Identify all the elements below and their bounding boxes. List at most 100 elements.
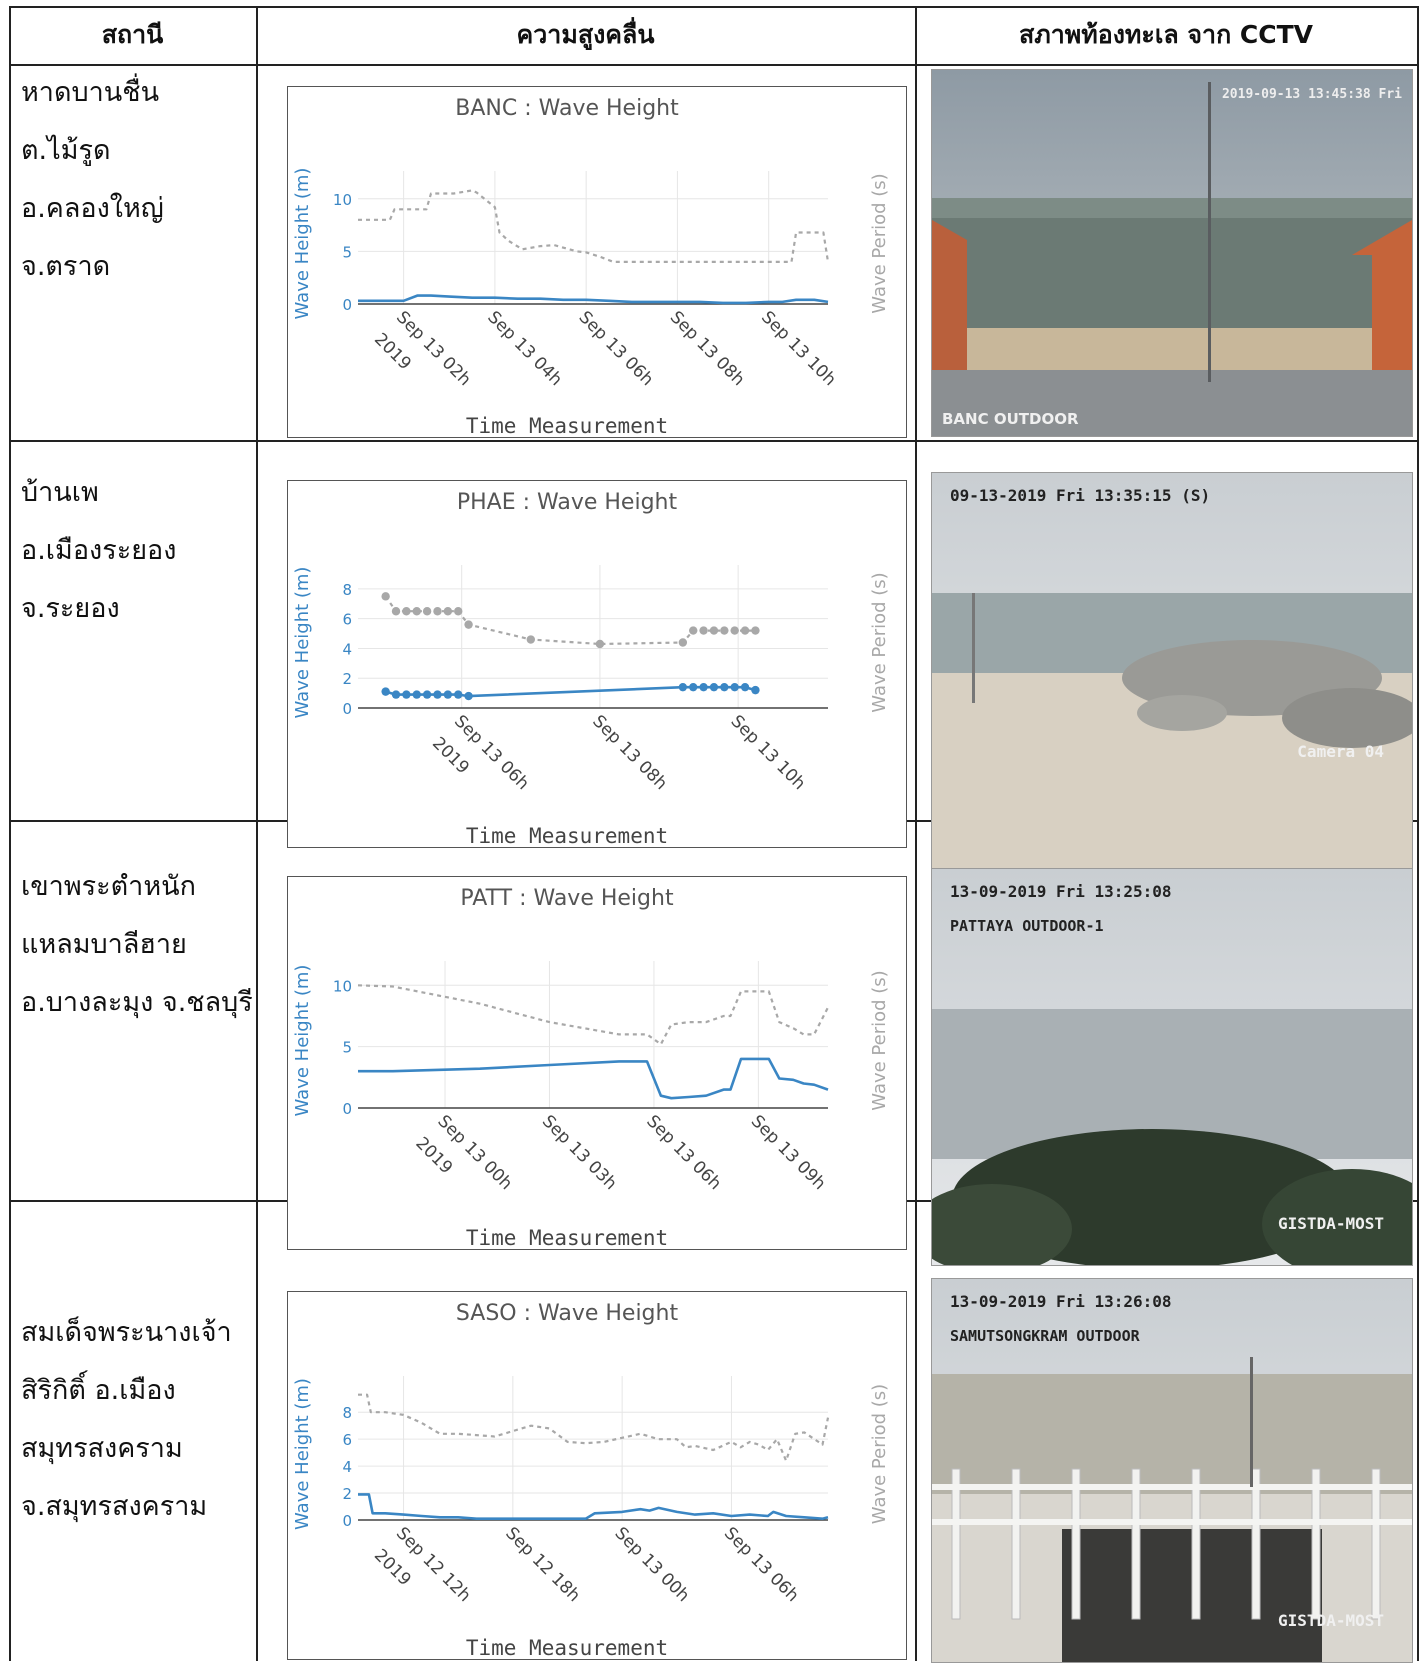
wave-period-point	[391, 607, 401, 616]
y-axis-title-left: Wave Height (m)	[292, 1378, 313, 1530]
station-line: อ.บางละมุง จ.ชลบุรี	[21, 987, 253, 1018]
y-tick-label: 0	[342, 700, 352, 718]
station-line: จ.ตราด	[21, 251, 111, 282]
y-axis-title-right: Wave Period (s)	[869, 1384, 890, 1524]
wave-height-point	[751, 685, 760, 695]
wave-height-point	[740, 682, 750, 692]
wave-period-point	[709, 626, 719, 635]
wave-period-point	[526, 635, 535, 644]
chart-title: PATT : Wave Height	[460, 886, 674, 911]
y-tick-label: 2	[342, 1485, 352, 1503]
header-station: สถานี	[101, 20, 164, 49]
x-tick-label: Sep 13 06h	[642, 1111, 725, 1194]
cctv-label: Camera 04	[1297, 742, 1384, 761]
y-tick-label: 4	[342, 640, 352, 658]
cctv-image-phae: 09-13-2019 Fri 13:35:15 (S) Camera 04	[931, 472, 1413, 869]
y-axis-title-left: Wave Height (m)	[292, 168, 313, 320]
wave-period-point	[464, 620, 473, 629]
wave-height-point	[433, 690, 442, 699]
x-tick-label: Sep 13 06h	[720, 1523, 803, 1606]
cctv-svg: 13-09-2019 Fri 13:26:08 SAMUTSONGKRAM OUT…	[932, 1279, 1412, 1662]
wave-period-point	[412, 607, 421, 616]
y-tick-label: 5	[342, 1039, 352, 1057]
y-tick-label: 4	[342, 1458, 352, 1476]
x-tick-label: Sep 13 08h	[588, 711, 671, 794]
station-line: ต.ไม้รูด	[21, 135, 111, 166]
station-line: อ.คลองใหญ่	[21, 193, 164, 224]
y-tick-label: 8	[342, 581, 352, 599]
wave-period-point	[443, 607, 453, 616]
station-line: จ.ระยอง	[21, 593, 120, 624]
wave-height-point	[422, 690, 432, 699]
cctv-image-banc: 2019-09-13 13:45:38 Fri BANC OUTDOOR	[931, 69, 1413, 437]
wave-height-point	[391, 690, 401, 699]
wave-period-point	[422, 607, 432, 616]
wave-period-point	[740, 626, 750, 635]
station-line: อ.เมืองระยอง	[21, 535, 177, 566]
cctv-label: GISTDA-MOST	[1278, 1214, 1384, 1233]
wave-height-point	[730, 682, 739, 692]
y-tick-label: 6	[342, 1431, 352, 1449]
cctv-image-patt: 13-09-2019 Fri 13:25:08 PATTAYA OUTDOOR-1…	[931, 868, 1413, 1266]
x-tick-label: Sep 13 00h	[611, 1523, 694, 1606]
y-axis-title-left: Wave Height (m)	[292, 567, 313, 719]
x-tick-label: Sep 13 09h	[747, 1111, 830, 1194]
wave-height-point	[412, 690, 421, 699]
wave-period-point	[689, 626, 698, 635]
y-tick-label: 2	[342, 670, 352, 688]
x-axis-title: Time Measurement	[466, 824, 668, 847]
wave-height-series	[358, 1057, 829, 1100]
cctv-svg: 2019-09-13 13:45:38 Fri BANC OUTDOOR	[932, 70, 1412, 436]
y-tick-label: 0	[342, 296, 352, 314]
x-tick-label: Sep 13 10h	[757, 307, 840, 390]
cctv-timestamp: 13-09-2019 Fri 13:25:08	[950, 882, 1172, 901]
station-line: สิริกิติ์ อ.เมือง	[21, 1375, 176, 1406]
wave-height-point	[699, 682, 708, 692]
y-axis-title-right: Wave Period (s)	[869, 970, 890, 1110]
station-table: สถานี ความสูงคลื่น สภาพท้องทะเล จาก CCTV…	[9, 6, 1419, 1663]
x-axis-title: Time Measurement	[466, 1636, 668, 1659]
wave-height-point	[720, 682, 729, 692]
wave-period-series	[357, 984, 829, 1046]
wave-period-series	[358, 189, 830, 263]
cctv-image-saso: 13-09-2019 Fri 13:26:08 SAMUTSONGKRAM OUT…	[931, 1278, 1413, 1663]
cctv-camera-name: SAMUTSONGKRAM OUTDOOR	[950, 1327, 1141, 1345]
cctv-camera-name: PATTAYA OUTDOOR-1	[950, 917, 1104, 935]
wave-period-point	[751, 626, 760, 635]
station-line: สมุทรสงคราม	[21, 1433, 183, 1464]
cctv-svg: 09-13-2019 Fri 13:35:15 (S) Camera 04	[932, 473, 1412, 868]
y-axis-title-right: Wave Period (s)	[869, 572, 890, 712]
cctv-timestamp: 13-09-2019 Fri 13:26:08	[950, 1292, 1172, 1311]
wave-period-point	[730, 626, 739, 635]
wave-chart-saso: SASO : Wave Height 0 2 4 6 8 Sep 12 12h 2019 Sep…	[287, 1291, 907, 1660]
chart-title: SASO : Wave Height	[456, 1301, 679, 1326]
wave-height-point	[443, 690, 453, 699]
station-line: บ้านเพ	[21, 477, 99, 508]
y-tick-label: 6	[342, 611, 352, 629]
wave-period-point	[678, 638, 688, 647]
wave-period-point	[454, 607, 463, 616]
x-tick-label: Sep 13 06h	[575, 307, 658, 390]
station-cell-banc: หาดบานชื่น ต.ไม้รูด อ.คลองใหญ่ จ.ตราด	[21, 64, 164, 296]
wave-height-point	[689, 682, 698, 692]
header-cctv: สภาพท้องทะเล จาก CCTV	[1018, 20, 1314, 49]
wave-period-point	[720, 626, 729, 635]
station-line: สมเด็จพระนางเจ้า	[21, 1317, 232, 1348]
wave-chart-phae: PHAE : Wave Height 0 2 4 6 8 Sep 13 06h 2019 Sep…	[287, 480, 907, 848]
cctv-label: GISTDA-MOST	[1278, 1611, 1384, 1630]
station-cell-patt: เขาพระตำหนัก แหลมบาลีฮาย อ.บางละมุง จ.ชล…	[21, 858, 253, 1032]
wave-height-series	[358, 1493, 829, 1520]
station-line: แหลมบาลีฮาย	[21, 929, 187, 960]
x-tick-label: Sep 13 08h	[666, 307, 749, 390]
wave-period-point	[402, 607, 411, 616]
station-line: จ.สมุทรสงคราม	[21, 1491, 208, 1522]
cctv-timestamp: 2019-09-13 13:45:38 Fri	[1222, 87, 1402, 102]
wave-period-series	[358, 1393, 830, 1462]
y-tick-label: 8	[342, 1404, 352, 1422]
wave-height-point	[709, 682, 719, 692]
wave-height-point	[402, 690, 411, 699]
wave-height-point	[454, 690, 463, 699]
